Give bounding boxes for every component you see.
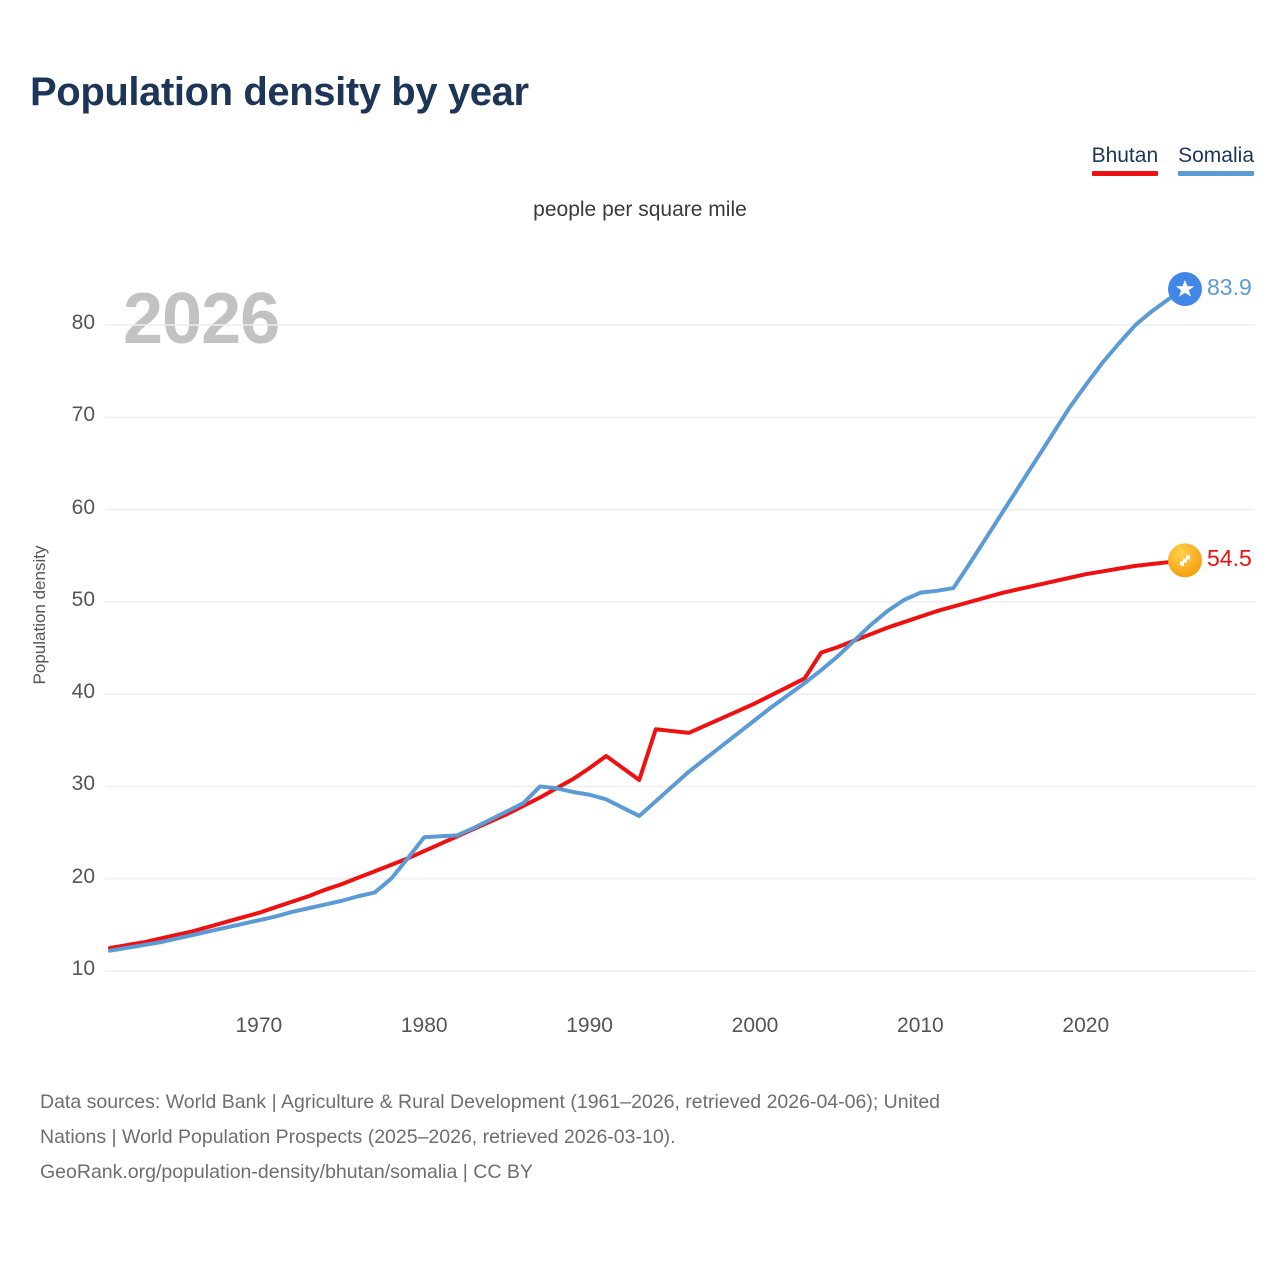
end-value-label-somalia: 83.9	[1207, 274, 1252, 301]
page-title: Population density by year	[30, 70, 529, 114]
y-tick-label: 40	[71, 680, 95, 704]
legend-item-somalia[interactable]: Somalia	[1178, 144, 1254, 176]
y-tick-label: 60	[71, 495, 95, 519]
y-tick-label: 20	[71, 864, 95, 888]
footer-line-2: Nations | World Population Prospects (20…	[40, 1126, 676, 1148]
legend-label-bhutan: Bhutan	[1091, 144, 1159, 167]
y-tick-label: 30	[71, 772, 95, 796]
x-tick-label: 2020	[1062, 1014, 1110, 1037]
y-tick-label: 50	[71, 587, 95, 611]
footer-credits: Data sources: World Bank | Agriculture &…	[40, 1085, 1250, 1190]
x-tick-label: 1990	[566, 1014, 613, 1037]
chart-subtitle: people per square mile	[533, 198, 747, 221]
legend: Bhutan Somalia	[1091, 144, 1254, 176]
x-tick-label: 2010	[897, 1014, 944, 1037]
y-tick-label: 10	[71, 957, 95, 980]
legend-color-swatch-bhutan	[1091, 171, 1159, 176]
legend-item-bhutan[interactable]: Bhutan	[1091, 144, 1159, 176]
x-tick-label: 2000	[731, 1014, 779, 1037]
y-tick-label: 70	[71, 403, 95, 427]
footer-line-3: GeoRank.org/population-density/bhutan/so…	[40, 1161, 533, 1183]
legend-label-somalia: Somalia	[1178, 144, 1254, 167]
y-tick-label: 80	[71, 311, 95, 335]
year-watermark: 2026	[123, 279, 280, 359]
footer-line-1: Data sources: World Bank | Agriculture &…	[40, 1091, 941, 1113]
x-tick-label: 1980	[400, 1014, 448, 1037]
x-tick-label: 1970	[235, 1014, 283, 1037]
end-value-label-bhutan: 54.5	[1207, 545, 1252, 572]
legend-color-swatch-somalia	[1178, 171, 1254, 176]
